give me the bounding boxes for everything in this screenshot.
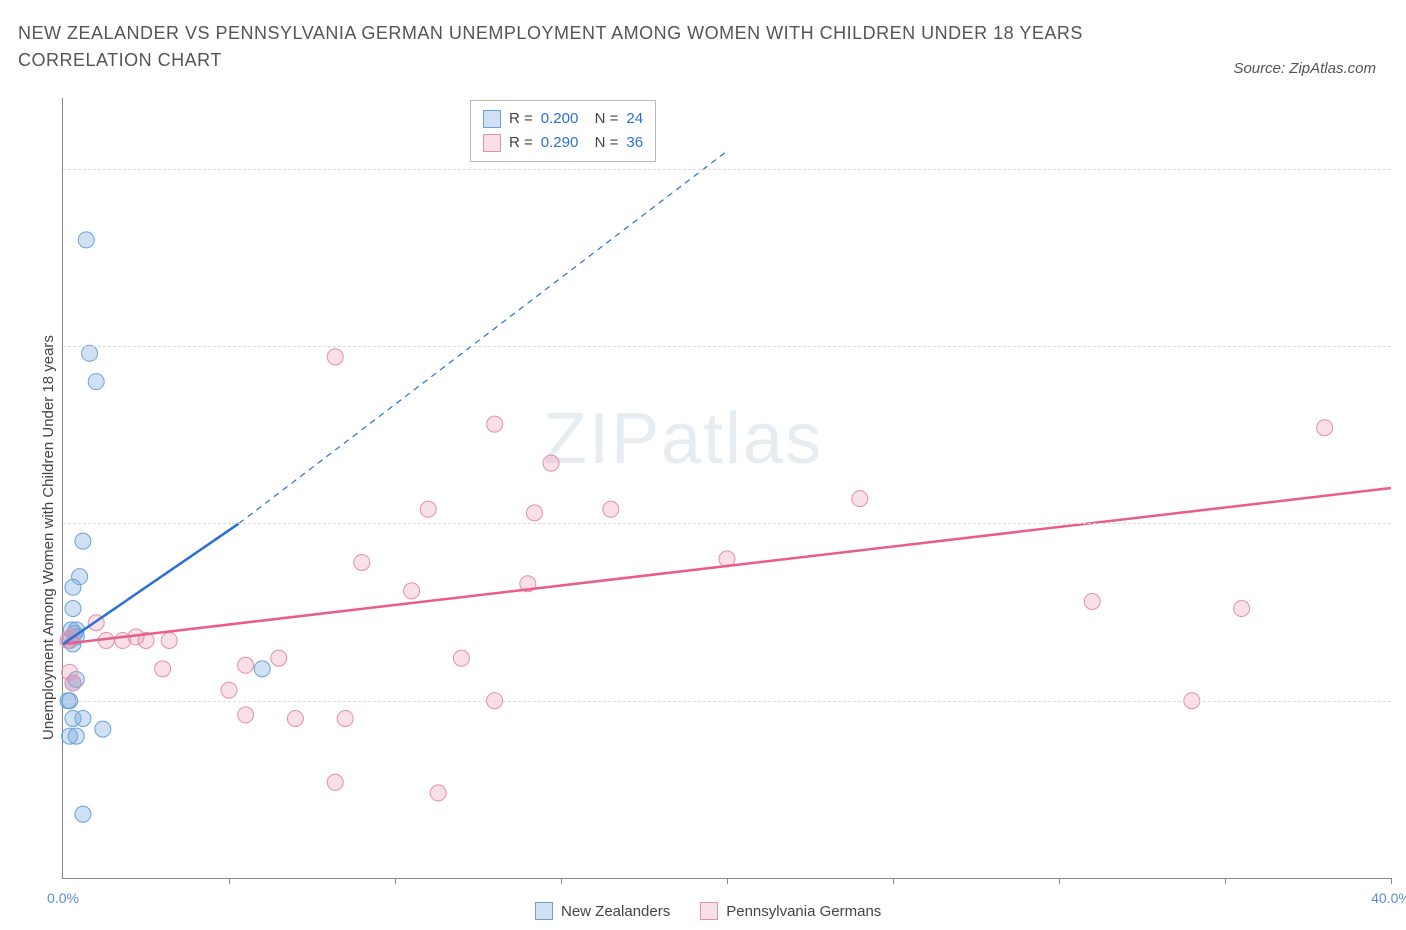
x-tick — [229, 878, 230, 884]
data-point — [161, 632, 177, 648]
stat-n-label: N = — [586, 131, 618, 155]
data-point — [287, 710, 303, 726]
legend-label: Pennsylvania Germans — [726, 903, 881, 920]
gridline — [63, 169, 1391, 170]
x-tick — [1225, 878, 1226, 884]
y-tick-label: 20.0% — [1396, 161, 1406, 177]
y-tick-label: 15.0% — [1396, 338, 1406, 354]
data-point — [75, 806, 91, 822]
data-point — [88, 374, 104, 390]
plot-area: ZIPatlas 5.0%10.0%15.0%20.0%0.0%40.0% — [62, 98, 1391, 879]
stat-r-value: 0.200 — [541, 107, 579, 131]
series-legend: New Zealanders Pennsylvania Germans — [535, 902, 881, 920]
data-point — [65, 675, 81, 691]
data-point — [75, 533, 91, 549]
data-point — [327, 774, 343, 790]
data-point — [526, 505, 542, 521]
trend-line — [63, 488, 1391, 644]
data-point — [404, 583, 420, 599]
legend-item: New Zealanders — [535, 902, 670, 920]
data-point — [420, 501, 436, 517]
data-point — [354, 554, 370, 570]
data-point — [327, 349, 343, 365]
data-point — [65, 601, 81, 617]
legend-swatch — [483, 110, 501, 128]
data-point — [254, 661, 270, 677]
stat-n-value: 24 — [626, 107, 643, 131]
data-point — [1317, 420, 1333, 436]
scatter-plot — [63, 98, 1391, 878]
stat-r-label: R = — [509, 131, 533, 155]
stats-row: R = 0.290 N = 36 — [483, 131, 643, 155]
stat-n-value: 36 — [626, 131, 643, 155]
trend-line — [239, 151, 727, 523]
source-credit: Source: ZipAtlas.com — [1233, 60, 1376, 77]
x-tick — [893, 878, 894, 884]
data-point — [95, 721, 111, 737]
data-point — [65, 579, 81, 595]
data-point — [75, 710, 91, 726]
stat-n-label: N = — [586, 107, 618, 131]
data-point — [155, 661, 171, 677]
data-point — [487, 416, 503, 432]
gridline — [63, 346, 1391, 347]
data-point — [82, 345, 98, 361]
x-tick — [1391, 878, 1392, 884]
stat-r-label: R = — [509, 107, 533, 131]
x-tick-label: 40.0% — [1371, 890, 1406, 906]
x-tick — [395, 878, 396, 884]
data-point — [1084, 593, 1100, 609]
data-point — [337, 710, 353, 726]
stats-row: R = 0.200 N = 24 — [483, 107, 643, 131]
legend-label: New Zealanders — [561, 903, 670, 920]
legend-swatch — [700, 902, 718, 920]
data-point — [238, 657, 254, 673]
data-point — [852, 491, 868, 507]
x-tick — [727, 878, 728, 884]
data-point — [221, 682, 237, 698]
legend-swatch — [483, 134, 501, 152]
y-tick-label: 10.0% — [1396, 515, 1406, 531]
legend-swatch — [535, 902, 553, 920]
x-tick — [561, 878, 562, 884]
legend-item: Pennsylvania Germans — [700, 902, 881, 920]
data-point — [78, 232, 94, 248]
gridline — [63, 523, 1391, 524]
data-point — [453, 650, 469, 666]
stat-r-value: 0.290 — [541, 131, 579, 155]
y-tick-label: 5.0% — [1396, 693, 1406, 709]
data-point — [238, 707, 254, 723]
data-point — [68, 728, 84, 744]
y-axis-label: Unemployment Among Women with Children U… — [40, 335, 57, 740]
data-point — [430, 785, 446, 801]
data-point — [543, 455, 559, 471]
data-point — [271, 650, 287, 666]
gridline — [63, 701, 1391, 702]
chart-title: NEW ZEALANDER VS PENNSYLVANIA GERMAN UNE… — [18, 20, 1118, 74]
x-tick-label: 0.0% — [47, 890, 79, 906]
data-point — [1234, 601, 1250, 617]
x-tick — [1059, 878, 1060, 884]
data-point — [603, 501, 619, 517]
stats-legend-box: R = 0.200 N = 24R = 0.290 N = 36 — [470, 100, 656, 162]
